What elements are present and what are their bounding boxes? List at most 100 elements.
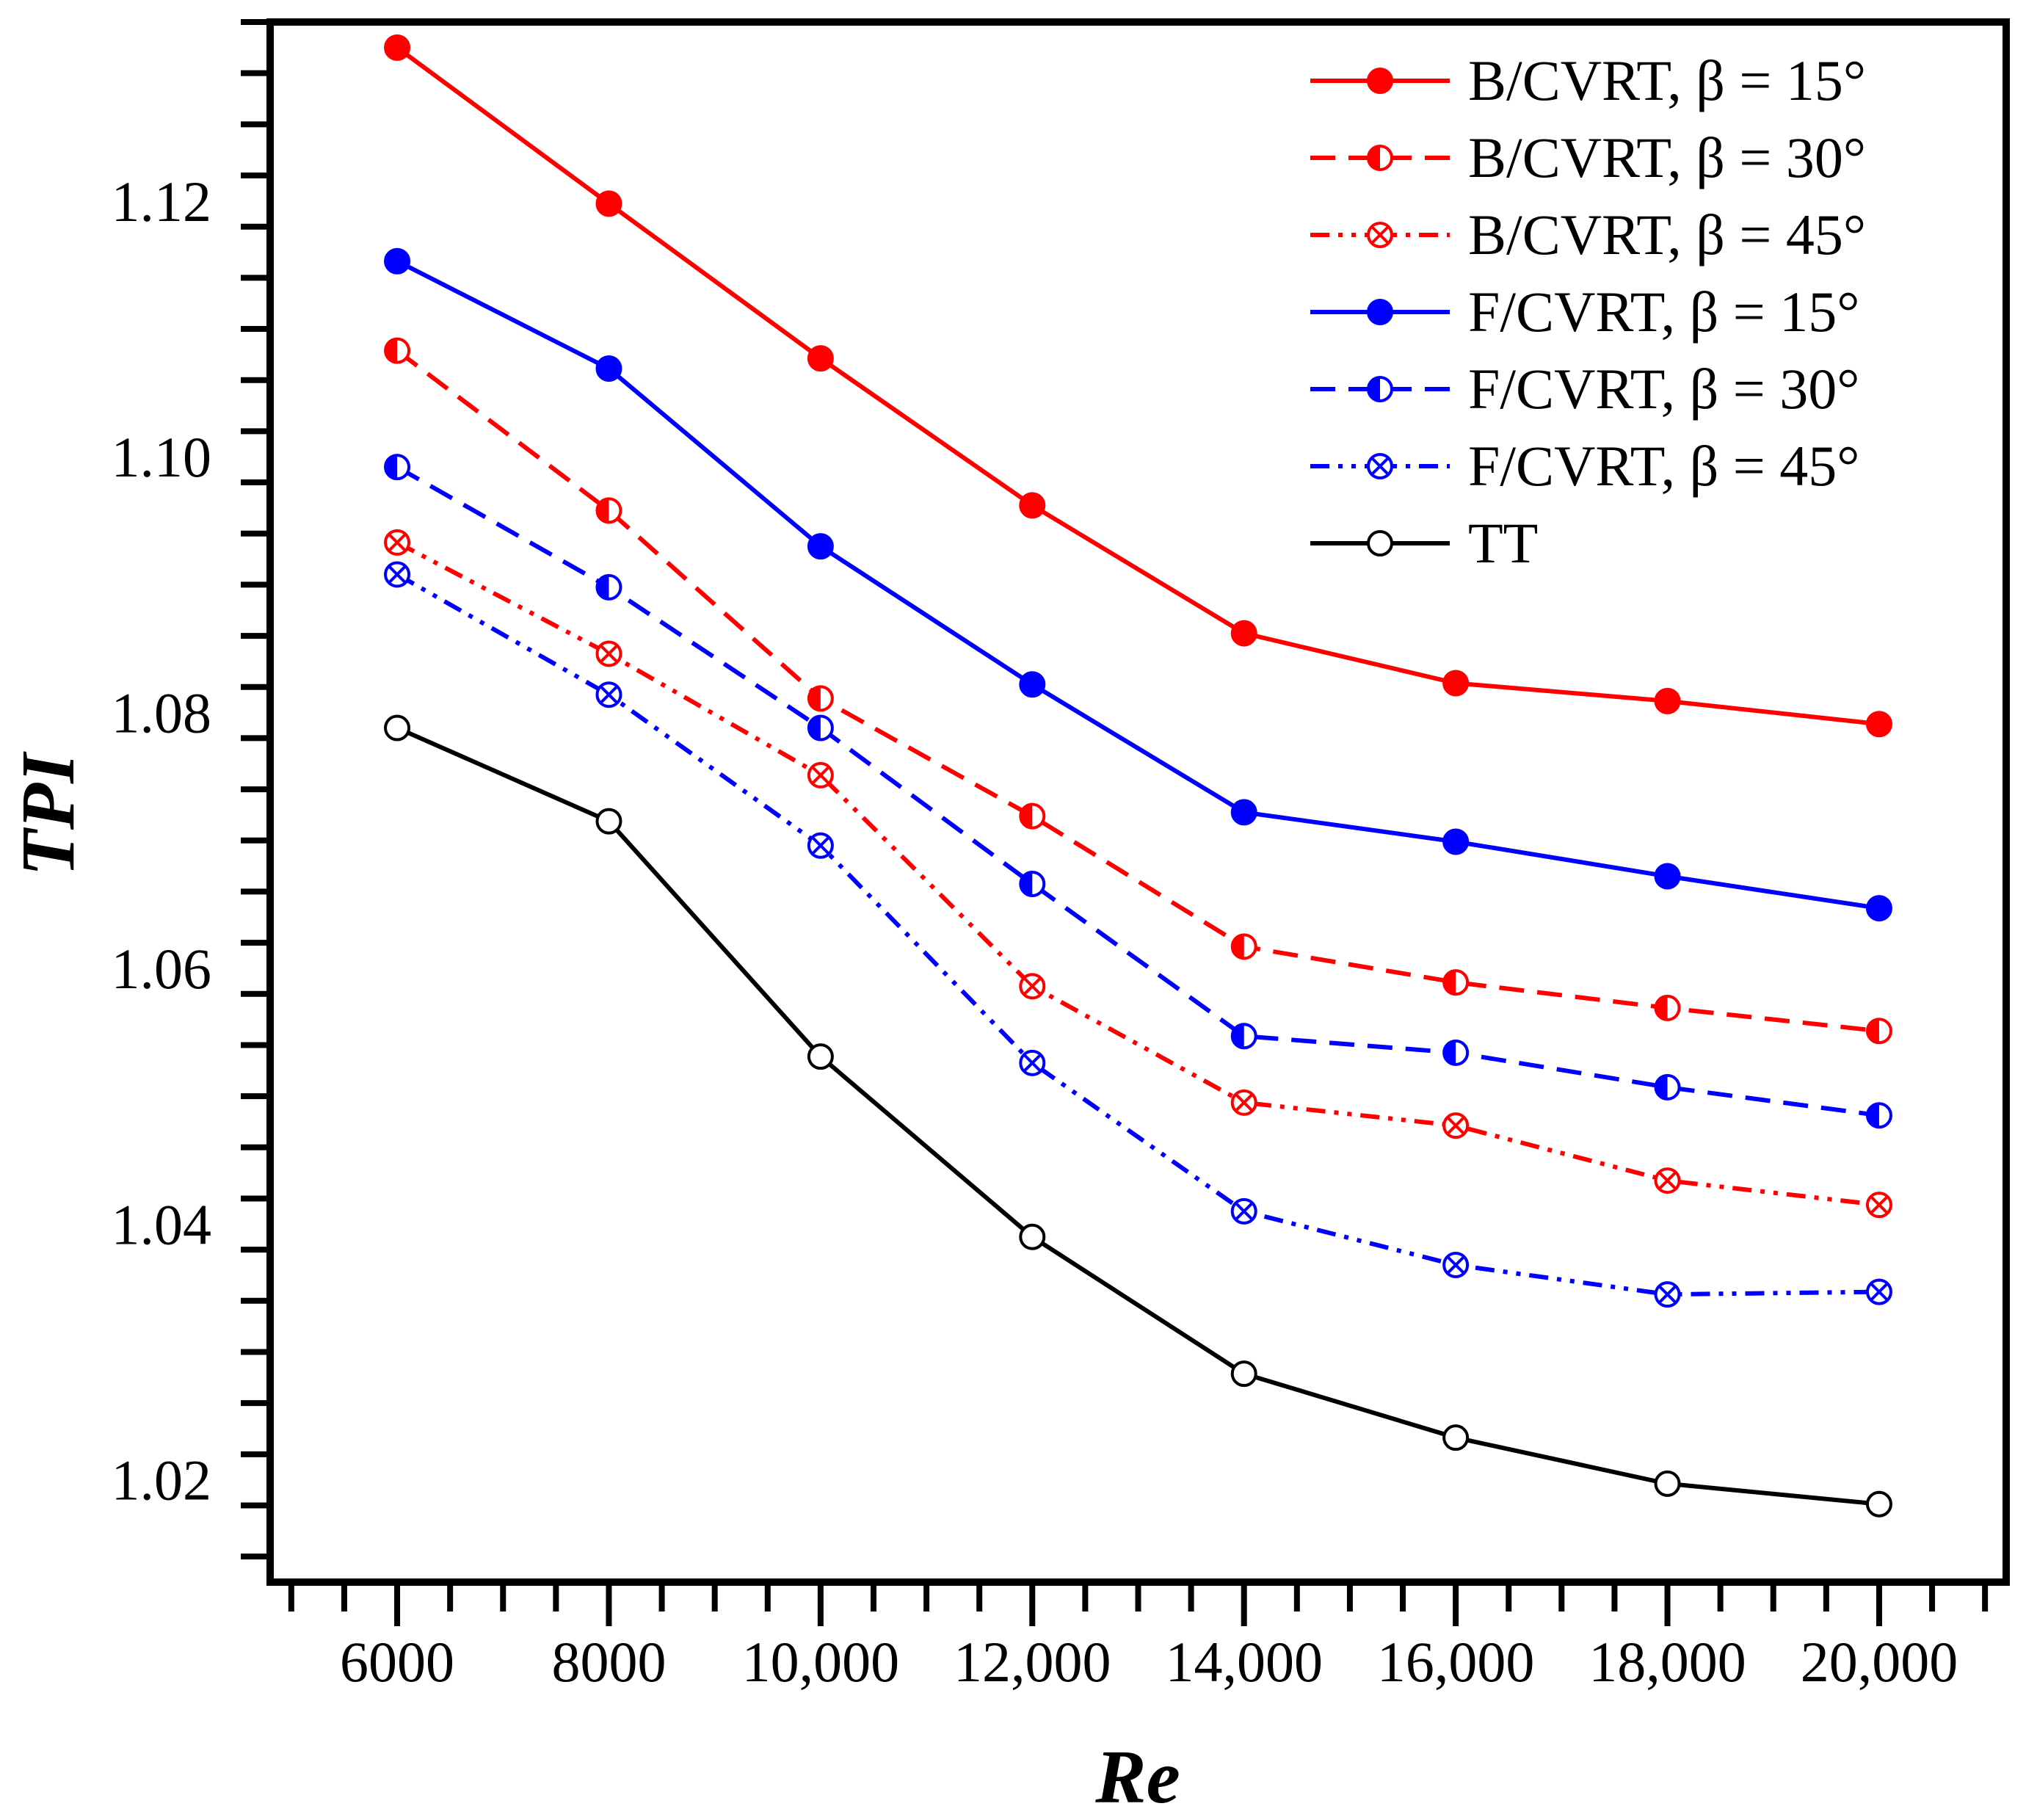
data-point (595, 190, 622, 217)
data-point (1654, 863, 1681, 890)
legend-label: F/CVRT, β = 30° (1468, 357, 1859, 421)
data-point (1865, 1192, 1892, 1219)
data-point (1865, 895, 1892, 922)
legend-label: F/CVRT, β = 15° (1468, 280, 1859, 344)
y-tick-label: 1.10 (112, 425, 212, 489)
series-line (396, 465, 1880, 1118)
legend-entry: B/CVRT, β = 30° (1310, 126, 1866, 189)
data-point (1442, 1039, 1470, 1066)
data-point (384, 714, 411, 742)
data-point (384, 561, 411, 588)
legend-label: B/CVRT, β = 30° (1468, 126, 1866, 189)
legend-entry: F/CVRT, β = 30° (1310, 357, 1859, 421)
y-tick-label: 1.12 (112, 170, 212, 233)
data-point (595, 573, 622, 601)
data-point (1654, 1470, 1681, 1497)
data-point (595, 497, 622, 524)
data-point (1442, 1424, 1470, 1451)
series-line (396, 572, 1879, 1297)
data-point (1442, 1252, 1470, 1279)
y-tick-label: 1.08 (112, 681, 212, 745)
data-point (1654, 1281, 1681, 1308)
data-point (1442, 828, 1470, 855)
data-point (1230, 1089, 1257, 1116)
series-b-cvrt-45- (384, 529, 1892, 1219)
data-point (384, 337, 411, 364)
series-f-cvrt-15- (384, 247, 1892, 922)
x-axis-title: Re (1094, 1735, 1180, 1819)
series-b-cvrt-30- (384, 337, 1892, 1045)
data-point (1865, 711, 1892, 738)
data-point (1019, 802, 1046, 830)
data-point (1019, 973, 1046, 1000)
data-point (595, 355, 622, 383)
x-tick-label: 20,000 (1801, 1630, 1958, 1694)
series-line (396, 46, 1880, 727)
data-point (384, 454, 411, 481)
data-point (807, 1043, 834, 1070)
data-point (1442, 1112, 1470, 1139)
data-point (1367, 453, 1393, 479)
data-point (1367, 68, 1393, 94)
series-tt (384, 714, 1892, 1518)
data-point (1230, 799, 1257, 826)
data-point (384, 247, 411, 275)
data-point (595, 681, 622, 708)
data-point (384, 34, 411, 61)
data-point (1230, 1197, 1257, 1225)
data-point (1367, 145, 1393, 171)
data-point (1865, 1490, 1892, 1518)
data-point (1367, 299, 1393, 325)
legend-entry: F/CVRT, β = 45° (1310, 434, 1859, 498)
data-point (1654, 994, 1681, 1021)
data-point (807, 533, 834, 560)
data-point (1654, 1167, 1681, 1194)
data-point (1230, 1360, 1257, 1388)
data-point (1230, 620, 1257, 647)
series-line (396, 259, 1880, 911)
data-point (1367, 376, 1393, 402)
x-tick-label: 14,000 (1165, 1630, 1323, 1694)
y-tick-label: 1.04 (112, 1192, 212, 1256)
data-point (807, 832, 834, 859)
series-f-cvrt-45- (384, 561, 1892, 1308)
data-point (1865, 1278, 1892, 1305)
y-axis-title: TPI (6, 751, 90, 877)
data-point (1230, 933, 1257, 960)
data-point (384, 529, 411, 556)
x-axis-tick-labels: 6000 8000 10,000 12,000 14,000 16,000 18,000 20… (340, 1630, 1958, 1694)
data-point (1865, 1102, 1892, 1129)
x-tick-label: 12,000 (954, 1630, 1111, 1694)
legend-label: F/CVRT, β = 45° (1468, 434, 1859, 498)
data-point (1367, 530, 1393, 556)
y-axis-tick-labels: 1.02 1.04 1.06 1.08 1.10 1.12 (112, 170, 212, 1512)
data-point (1019, 492, 1046, 519)
legend-entry: TT (1310, 511, 1538, 575)
data-point (807, 714, 834, 742)
x-axis-ticks (288, 1582, 1989, 1626)
series-line (396, 725, 1880, 1507)
legend-label: B/CVRT, β = 45° (1468, 203, 1866, 267)
data-point (1019, 870, 1046, 897)
series-b-cvrt-15- (384, 34, 1892, 738)
y-axis-ticks (241, 19, 270, 1560)
series-f-cvrt-30- (384, 454, 1892, 1129)
legend-entry: B/CVRT, β = 15° (1310, 48, 1866, 112)
series-line (396, 540, 1880, 1208)
y-tick-label: 1.06 (112, 937, 212, 1001)
series-line (396, 349, 1880, 1034)
legend-entry: B/CVRT, β = 45° (1310, 203, 1866, 267)
y-tick-label: 1.02 (112, 1449, 212, 1512)
data-point (807, 345, 834, 372)
data-point (1019, 1049, 1046, 1076)
legend: B/CVRT, β = 15° B/CVRT, β = 30° B/CVRT, β … (1310, 48, 1866, 575)
series-layer (384, 34, 1892, 1518)
data-point (1442, 670, 1470, 697)
legend-label: TT (1468, 511, 1538, 575)
data-point (1367, 222, 1393, 248)
data-point (1865, 1018, 1892, 1045)
data-point (1019, 671, 1046, 698)
data-point (1654, 1073, 1681, 1101)
x-tick-label: 18,000 (1589, 1630, 1746, 1694)
